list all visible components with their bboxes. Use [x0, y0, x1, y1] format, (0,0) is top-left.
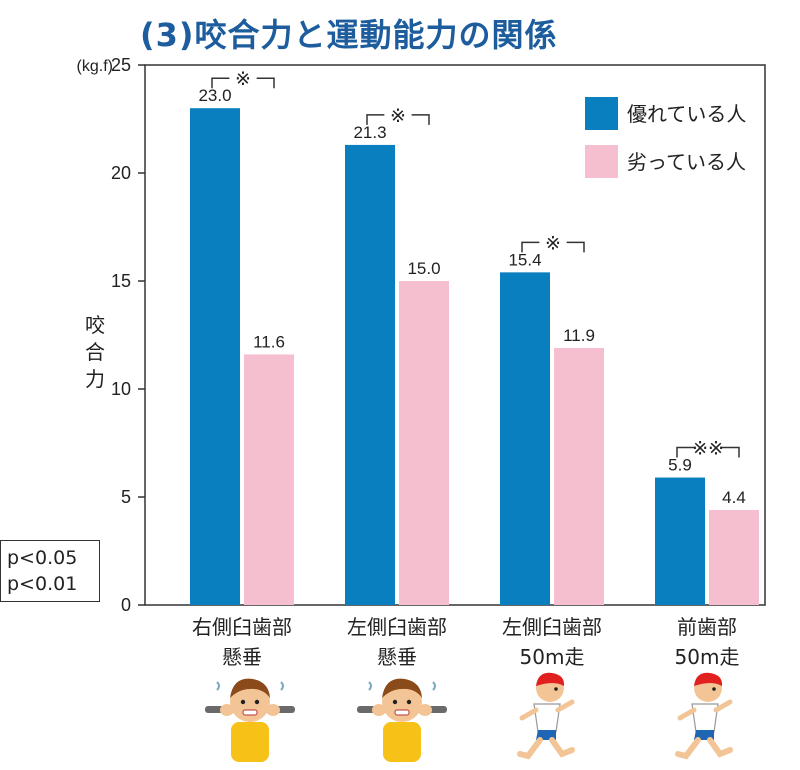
y-axis-label-char: 咬 [85, 313, 105, 337]
bar [655, 477, 705, 605]
x-category-line2: 懸垂 [377, 645, 417, 669]
boy-pullup-icon [205, 678, 295, 762]
data-label: 15.0 [407, 259, 440, 278]
x-category-line1: 左側臼歯部 [347, 615, 447, 639]
legend-label: 優れている人 [627, 102, 746, 126]
x-category-line1: 左側臼歯部 [502, 615, 602, 639]
legend-label: 劣っている人 [627, 150, 746, 174]
x-category-line2: 50m走 [519, 645, 585, 669]
x-category-line1: 前歯部 [677, 615, 737, 639]
page-title: (3)咬合力と運動能力の関係 [140, 16, 558, 54]
significance-note: p<0.05 p<0.01 [0, 540, 100, 602]
significance-mark: ※ [390, 105, 406, 127]
x-category-label: 左側臼歯部 懸垂 [322, 612, 472, 672]
y-tick-label: 20 [111, 163, 131, 183]
boy-running-icon [517, 672, 575, 760]
significance-mark: ※ [545, 232, 561, 254]
legend-swatch [585, 145, 618, 178]
x-category-label: 左側臼歯部 50m走 [477, 612, 627, 672]
bar [500, 272, 550, 605]
data-label: 11.9 [563, 326, 595, 345]
y-axis-label-char: 合 [85, 340, 105, 364]
bar [244, 354, 294, 605]
significance-mark: ※ [235, 68, 251, 90]
x-category-label: 右側臼歯部 懸垂 [167, 612, 317, 672]
y-tick-label: 25 [111, 55, 131, 75]
bar [709, 509, 759, 605]
significance-mark: ※※ [692, 438, 724, 460]
data-label: 23.0 [198, 86, 231, 105]
y-tick-label: 10 [111, 379, 131, 399]
y-tick-label: 5 [121, 487, 131, 507]
boy-running-icon [675, 672, 733, 760]
y-axis-label-char: 力 [85, 367, 105, 391]
y-tick-label: 0 [121, 595, 131, 615]
bar [190, 108, 240, 605]
data-label: 4.4 [722, 488, 746, 507]
bar-chart: 0510152025(kg.f)咬合力23.011.6※21.315.0※15.… [77, 55, 766, 615]
plot-frame [144, 64, 766, 606]
bar [399, 281, 449, 605]
x-category-line2: 50m走 [674, 645, 740, 669]
y-unit-label: (kg.f) [77, 58, 113, 75]
significance-bracket [521, 241, 585, 253]
boy-pullup-icon [357, 678, 447, 762]
x-category-label: 前歯部 50m走 [632, 612, 782, 672]
bar [345, 144, 395, 606]
significance-bracket [676, 446, 740, 458]
data-label: 11.6 [253, 332, 285, 351]
significance-bracket [366, 114, 430, 125]
x-category-line1: 右側臼歯部 [192, 615, 292, 639]
legend-swatch [585, 97, 618, 130]
x-category-line2: 懸垂 [222, 645, 262, 669]
data-label: 5.9 [668, 456, 692, 475]
data-label: 15.4 [508, 250, 541, 269]
y-tick-label: 15 [111, 271, 131, 291]
data-label: 21.3 [353, 123, 386, 142]
note-p05: p<0.05 [7, 547, 78, 569]
significance-bracket [211, 77, 275, 89]
bar [554, 347, 604, 605]
note-p01: p<0.01 [7, 573, 78, 595]
